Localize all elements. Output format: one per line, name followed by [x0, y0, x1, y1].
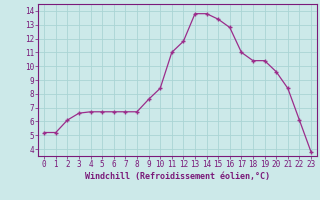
X-axis label: Windchill (Refroidissement éolien,°C): Windchill (Refroidissement éolien,°C)	[85, 172, 270, 181]
